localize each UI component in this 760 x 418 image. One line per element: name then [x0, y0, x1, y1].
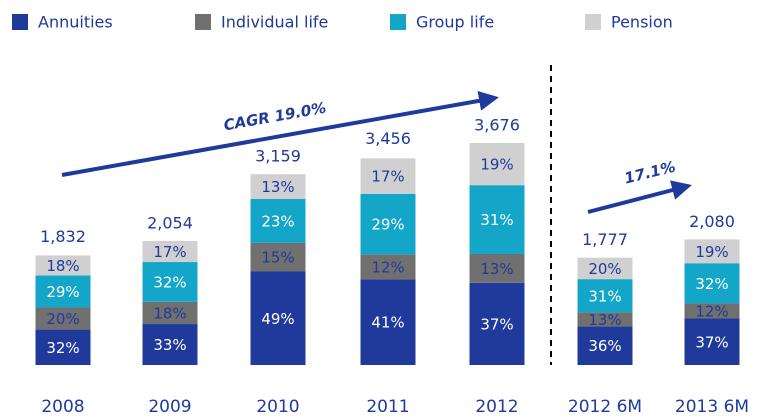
total-label: 3,159: [255, 147, 301, 166]
segment-label: 18%: [153, 304, 186, 322]
bar-segment: [684, 303, 740, 319]
legend-label: Individual life: [221, 13, 328, 32]
bar-segment: [250, 199, 306, 243]
segment-label: 32%: [695, 275, 728, 293]
segment-label: 13%: [588, 311, 621, 329]
segment-label: 13%: [480, 260, 513, 278]
legend-swatch: [12, 14, 28, 30]
segment-label: 17%: [371, 168, 404, 186]
legend-label: Annuities: [38, 13, 113, 32]
segment-label: 41%: [371, 314, 404, 332]
total-label: 2,054: [147, 213, 193, 232]
x-tick-label: 2012 6M: [568, 397, 642, 417]
segment-label: 17%: [153, 243, 186, 261]
segment-label: 32%: [46, 339, 79, 357]
bar-segment: [684, 318, 740, 365]
x-tick-label: 2012: [475, 397, 518, 417]
total-label: 1,777: [582, 230, 628, 249]
legend-label: Group life: [416, 13, 494, 32]
segment-label: 19%: [480, 156, 513, 174]
segment-label: 29%: [46, 283, 79, 301]
bar-segment: [35, 329, 91, 365]
x-tick-label: 2010: [256, 397, 299, 417]
segment-label: 33%: [153, 336, 186, 354]
segment-label: 31%: [588, 287, 621, 305]
total-label: 3,456: [365, 129, 411, 148]
total-label: 1,832: [40, 227, 86, 246]
bar-segment: [469, 282, 525, 365]
legend-label: Pension: [611, 13, 673, 32]
bar-segment: [250, 242, 306, 272]
bar-segment: [142, 240, 198, 263]
segment-label: 49%: [261, 310, 294, 328]
bar-segment: [684, 239, 740, 264]
legend-swatch: [585, 14, 601, 30]
x-tick-label: 2009: [148, 397, 191, 417]
segment-label: 13%: [261, 178, 294, 196]
bar-segment: [684, 263, 740, 304]
cagr-arrow: [61, 90, 499, 177]
bar-segment: [142, 301, 198, 325]
bar-segment: [360, 279, 416, 365]
bar-segment: [577, 312, 633, 327]
segment-label: 15%: [261, 249, 294, 267]
segment-label: 19%: [695, 243, 728, 261]
x-tick-label: 2011: [366, 397, 409, 417]
bar-segment: [577, 326, 633, 365]
segment-label: 20%: [46, 310, 79, 328]
bar-segment: [360, 158, 416, 194]
segment-label: 36%: [588, 337, 621, 355]
bar-segment: [469, 253, 525, 283]
segment-label: 29%: [371, 216, 404, 234]
x-tick-label: 2008: [41, 397, 84, 417]
segment-label: 12%: [371, 258, 404, 276]
bar-segment: [250, 174, 306, 200]
growth-label: 17.1%: [622, 157, 677, 187]
segment-label: 31%: [480, 211, 513, 229]
bar-segment: [469, 142, 525, 186]
legend-swatch: [195, 14, 211, 30]
segment-label: 12%: [695, 302, 728, 320]
bar-segment: [142, 324, 198, 365]
bar-segment: [360, 254, 416, 280]
segment-label: 37%: [480, 315, 513, 333]
legend-swatch: [390, 14, 406, 30]
segment-label: 23%: [261, 212, 294, 230]
bar-segment: [360, 193, 416, 255]
bar-segment: [577, 279, 633, 313]
segment-label: 37%: [695, 333, 728, 351]
segment-label: 18%: [46, 257, 79, 275]
total-label: 3,676: [474, 115, 520, 134]
bar-segment: [469, 185, 525, 254]
bar-segment: [35, 307, 91, 330]
bar-segment: [577, 257, 633, 280]
total-label: 2,080: [689, 212, 735, 231]
segment-label: 20%: [588, 260, 621, 278]
bar-segment: [35, 275, 91, 308]
bar-segment: [142, 262, 198, 302]
growth-arrow: [587, 180, 692, 214]
x-tick-label: 2013 6M: [675, 397, 749, 417]
segment-label: 32%: [153, 273, 186, 291]
bar-segment: [35, 255, 91, 276]
bar-segment: [250, 271, 306, 365]
